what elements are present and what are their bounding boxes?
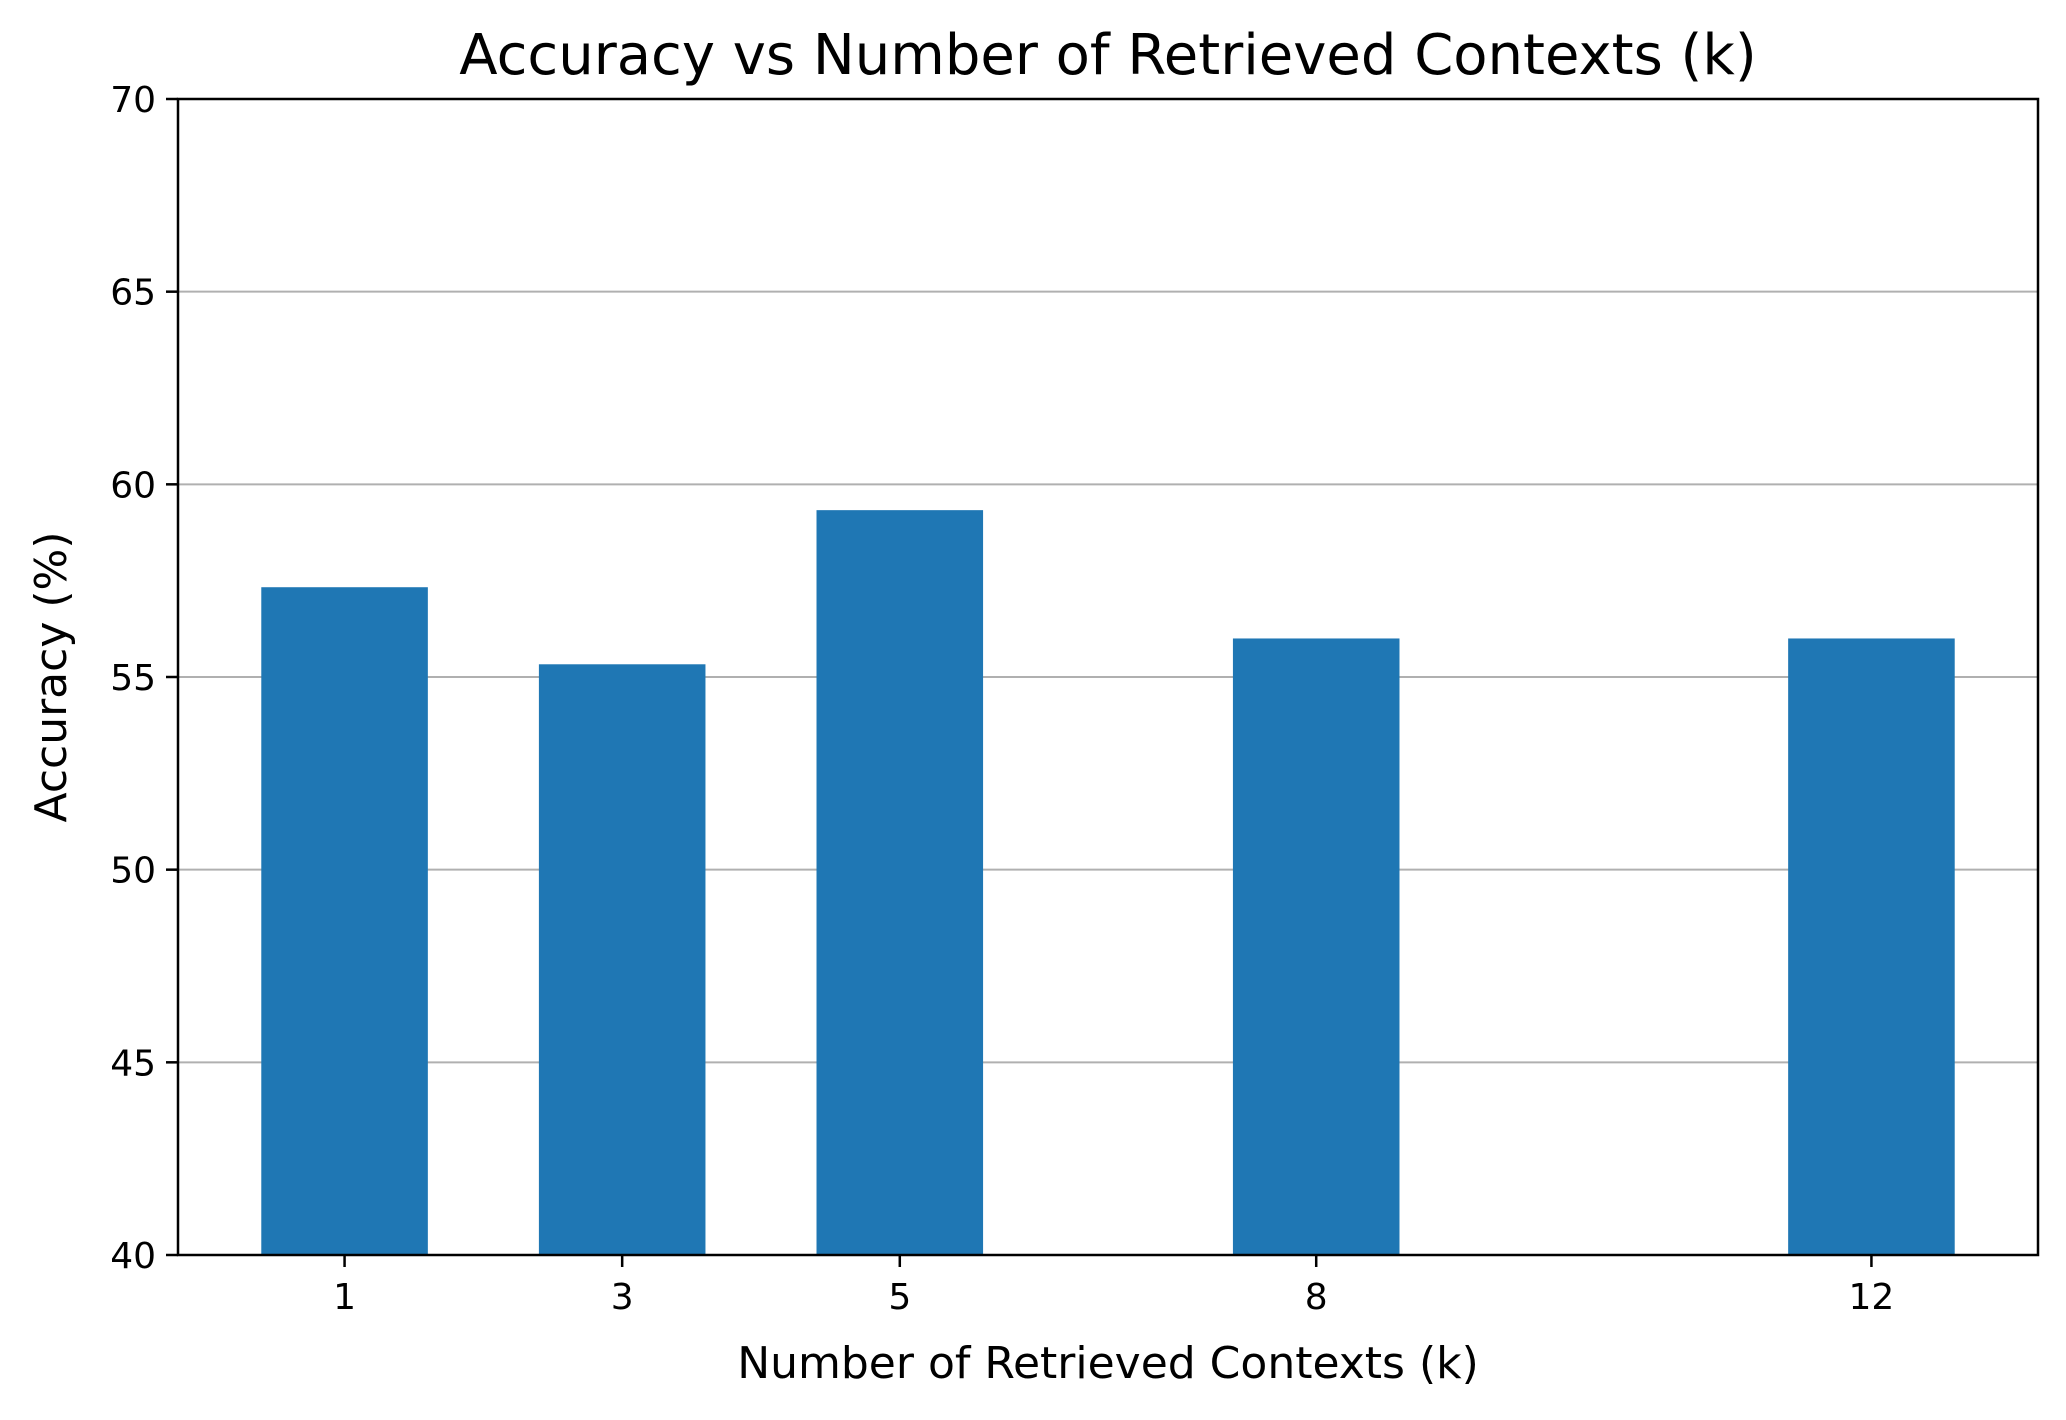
bar-k-12 bbox=[1788, 638, 1955, 1255]
bar-k-3 bbox=[538, 664, 706, 1255]
y-tick-label: 55 bbox=[110, 658, 156, 699]
y-tick-label: 65 bbox=[110, 273, 156, 314]
x-axis-ticks: 1 3 5 8 12 bbox=[333, 1255, 1894, 1318]
y-tick-label: 60 bbox=[110, 465, 156, 506]
y-tick-label: 70 bbox=[110, 80, 156, 121]
x-tick-label: 3 bbox=[611, 1277, 634, 1318]
x-tick-label: 12 bbox=[1849, 1277, 1895, 1318]
bars bbox=[261, 510, 1955, 1256]
x-axis-label: Number of Retrieved Contexts (k) bbox=[737, 1338, 1479, 1389]
y-tick-label: 45 bbox=[110, 1043, 156, 1084]
chart-title: Accuracy vs Number of Retrieved Contexts… bbox=[459, 23, 1756, 88]
y-axis-label: Accuracy (%) bbox=[26, 531, 77, 822]
bar-k-1 bbox=[261, 587, 428, 1255]
y-axis-ticks: 40 45 50 55 60 65 70 bbox=[110, 80, 178, 1277]
y-tick-label: 50 bbox=[110, 851, 156, 892]
x-tick-label: 1 bbox=[333, 1277, 356, 1318]
bar-k-8 bbox=[1232, 638, 1400, 1255]
bar-k-5 bbox=[816, 510, 984, 1256]
x-tick-label: 5 bbox=[888, 1277, 911, 1318]
y-tick-label: 40 bbox=[110, 1236, 156, 1277]
x-tick-label: 8 bbox=[1305, 1277, 1328, 1318]
grid-lines bbox=[178, 290, 2038, 1064]
